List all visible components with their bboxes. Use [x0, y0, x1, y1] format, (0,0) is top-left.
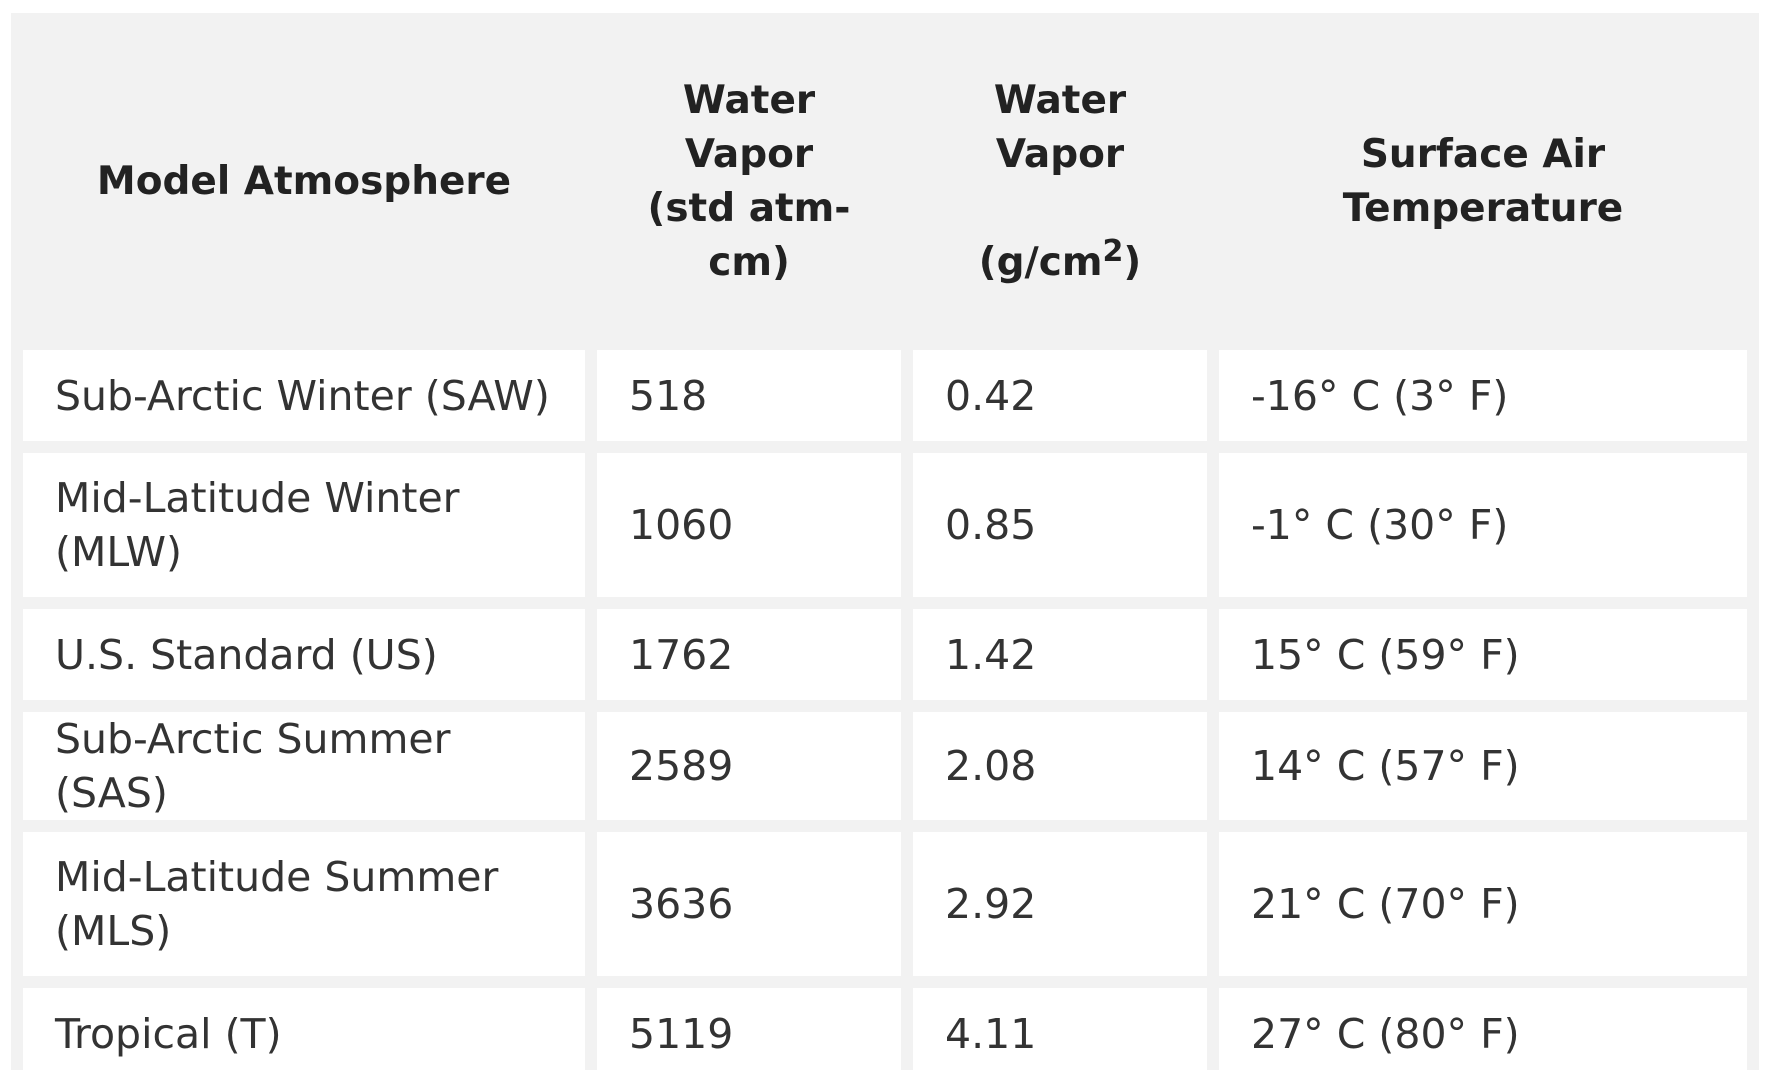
cell-vapor-atm: 1762 [597, 609, 901, 700]
cell-temp: -16° C (3° F) [1219, 350, 1747, 441]
table-row: Sub-Arctic Winter (SAW) 518 0.42 -16° C … [23, 350, 1747, 441]
table-row: Sub-Arctic Summer (SAS) 2589 2.08 14° C … [23, 712, 1747, 820]
cell-model: U.S. Standard (US) [23, 609, 585, 700]
header-model-atmosphere: Model Atmosphere [23, 25, 585, 338]
cell-vapor-g: 4.11 [913, 988, 1207, 1079]
cell-temp: 21° C (70° F) [1219, 832, 1747, 976]
table-row: Mid-Latitude Summer (MLS) 3636 2.92 21° … [23, 832, 1747, 976]
cell-vapor-g: 0.42 [913, 350, 1207, 441]
cell-vapor-atm: 1060 [597, 453, 901, 597]
cell-temp: 14° C (57° F) [1219, 712, 1747, 820]
header-water-vapor-atm-cm: Water Vapor (std atm- cm) [597, 25, 901, 338]
atmosphere-table: Model Atmosphere Water Vapor (std atm- c… [11, 13, 1759, 1091]
header-unit-g-cm2: (g/cm2) [978, 233, 1142, 285]
cell-model: Sub-Arctic Winter (SAW) [23, 350, 585, 441]
header-water-vapor-g-cm2: Water Vapor (g/cm2) [913, 25, 1207, 338]
cell-vapor-atm: 5119 [597, 988, 901, 1079]
table-row: Mid-Latitude Winter (MLW) 1060 0.85 -1° … [23, 453, 1747, 597]
atmosphere-table-container: Model Atmosphere Water Vapor (std atm- c… [11, 13, 1759, 1079]
cell-vapor-g: 0.85 [913, 453, 1207, 597]
table-row: Tropical (T) 5119 4.11 27° C (80° F) [23, 988, 1747, 1079]
cell-vapor-g: 2.92 [913, 832, 1207, 976]
cell-model: Tropical (T) [23, 988, 585, 1079]
cell-model: Mid-Latitude Summer (MLS) [23, 832, 585, 976]
header-surface-air-temperature: Surface Air Temperature [1219, 25, 1747, 338]
cell-model: Mid-Latitude Winter (MLW) [23, 453, 585, 597]
header-row: Model Atmosphere Water Vapor (std atm- c… [23, 25, 1747, 338]
cell-temp: -1° C (30° F) [1219, 453, 1747, 597]
cell-vapor-atm: 2589 [597, 712, 901, 820]
cell-vapor-atm: 518 [597, 350, 901, 441]
cell-model: Sub-Arctic Summer (SAS) [23, 712, 585, 820]
cell-vapor-g: 2.08 [913, 712, 1207, 820]
cell-vapor-atm: 3636 [597, 832, 901, 976]
cell-vapor-g: 1.42 [913, 609, 1207, 700]
table-row: U.S. Standard (US) 1762 1.42 15° C (59° … [23, 609, 1747, 700]
cell-temp: 15° C (59° F) [1219, 609, 1747, 700]
cell-temp: 27° C (80° F) [1219, 988, 1747, 1079]
